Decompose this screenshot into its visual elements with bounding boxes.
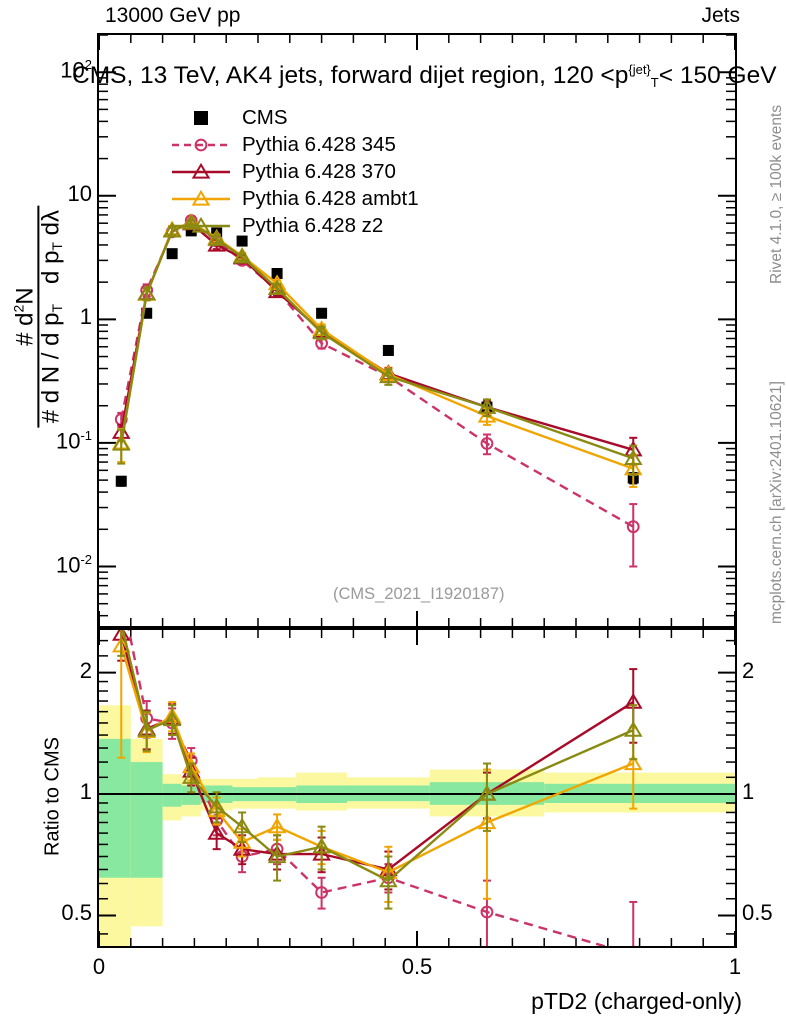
y-tick-label-main: 102	[60, 57, 92, 83]
y-axis-ticks-ratio-right: 2 1 0.5	[742, 0, 786, 1024]
y-tick-label-ratio-right: 0.5	[742, 900, 773, 926]
legend-entry[interactable]: Pythia 6.428 370	[170, 158, 419, 185]
y-tick-label-main: 10	[67, 180, 92, 206]
legend-label: CMS	[242, 105, 288, 129]
legend-marker	[170, 106, 232, 130]
x-axis-title: pTD2 (charged-only)	[531, 988, 742, 1014]
plot-title: CMS, 13 TeV, AK4 jets, forward dijet reg…	[72, 62, 777, 90]
legend-entry[interactable]: CMS	[170, 104, 419, 131]
analysis-category-label: Jets	[701, 4, 740, 27]
y-tick-label-main: 1	[79, 304, 92, 330]
y-tick-label-ratio: 0.5	[61, 900, 92, 926]
legend-entry[interactable]: Pythia 6.428 z2	[170, 212, 419, 239]
legend-label: Pythia 6.428 ambt1	[242, 186, 419, 210]
legend-label: Pythia 6.428 370	[242, 159, 396, 183]
beam-energy-label: 13000 GeV pp	[105, 4, 241, 27]
y-tick-label-main: 10-2	[55, 551, 92, 577]
y-axis-ticks-main: 102 10 1 10-1 10-2	[0, 0, 92, 1024]
y-tick-label-ratio: 2	[79, 657, 92, 683]
legend-marker	[170, 133, 232, 157]
main-plot-frame	[97, 33, 737, 628]
y-axis-ticks-ratio: 2 1 0.5	[0, 0, 92, 1024]
x-tick-label: 0.5	[401, 954, 433, 979]
legend-symbol	[194, 138, 208, 151]
plot-title-sup: {jet}	[628, 62, 651, 77]
plot-title-pre: CMS, 13 TeV, AK4 jets, forward dijet reg…	[72, 62, 629, 90]
legend-entry[interactable]: Pythia 6.428 345	[170, 131, 419, 158]
y-tick-label-ratio-right: 1	[742, 779, 755, 804]
legend-label: Pythia 6.428 345	[242, 132, 396, 156]
plot-title-post: < 150 GeV	[658, 62, 777, 90]
legend-marker	[170, 187, 232, 211]
x-tick-label: 0	[92, 954, 106, 979]
y-tick-label-ratio: 1	[79, 779, 92, 804]
legend-marker	[170, 160, 232, 184]
ratio-data-point	[628, 949, 639, 960]
analysis-id-watermark: (CMS_2021_I1920187)	[333, 585, 505, 603]
legend-entry[interactable]: Pythia 6.428 ambt1	[170, 185, 419, 212]
plot-title-sub: T	[650, 74, 659, 90]
legend-label: Pythia 6.428 z2	[242, 213, 384, 237]
x-tick-label: 1	[728, 954, 742, 979]
legend-symbol	[191, 189, 211, 206]
y-tick-label-ratio-right: 2	[742, 657, 755, 683]
ratio-plot-frame	[97, 628, 737, 948]
legend-symbol	[191, 216, 211, 233]
legend-marker	[170, 214, 232, 238]
legend-symbol	[191, 162, 211, 179]
legend: CMS Pythia 6.428 345 Pythia 6.428 370 Pythi…	[170, 104, 419, 239]
legend-symbol	[194, 110, 208, 125]
y-tick-label-main: 10-1	[55, 427, 92, 454]
